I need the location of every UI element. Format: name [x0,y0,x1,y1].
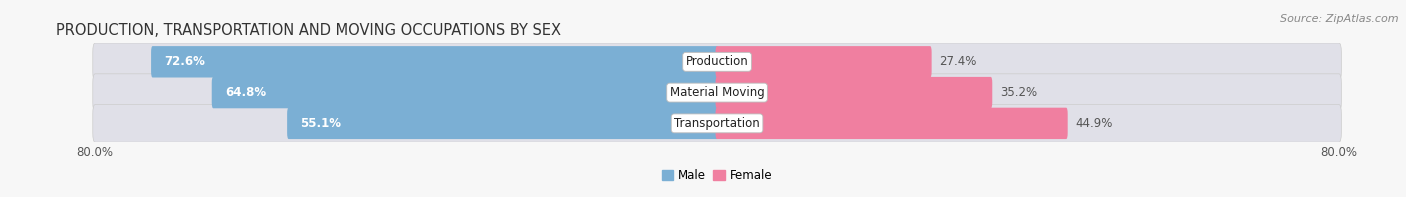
Text: 27.4%: 27.4% [939,55,977,68]
FancyBboxPatch shape [287,108,718,139]
Text: 72.6%: 72.6% [165,55,205,68]
FancyBboxPatch shape [716,108,1067,139]
Text: PRODUCTION, TRANSPORTATION AND MOVING OCCUPATIONS BY SEX: PRODUCTION, TRANSPORTATION AND MOVING OC… [56,23,561,38]
FancyBboxPatch shape [716,46,932,77]
Text: Production: Production [686,55,748,68]
Text: Material Moving: Material Moving [669,86,765,99]
Text: 44.9%: 44.9% [1076,117,1112,130]
Text: Transportation: Transportation [675,117,759,130]
FancyBboxPatch shape [93,43,1341,81]
FancyBboxPatch shape [212,77,718,108]
FancyBboxPatch shape [716,77,993,108]
FancyBboxPatch shape [93,105,1341,142]
Text: 35.2%: 35.2% [1000,86,1038,99]
FancyBboxPatch shape [93,74,1341,111]
Text: Source: ZipAtlas.com: Source: ZipAtlas.com [1281,14,1399,24]
FancyBboxPatch shape [150,46,718,77]
Text: 55.1%: 55.1% [301,117,342,130]
Legend: Male, Female: Male, Female [657,165,778,187]
Text: 64.8%: 64.8% [225,86,266,99]
